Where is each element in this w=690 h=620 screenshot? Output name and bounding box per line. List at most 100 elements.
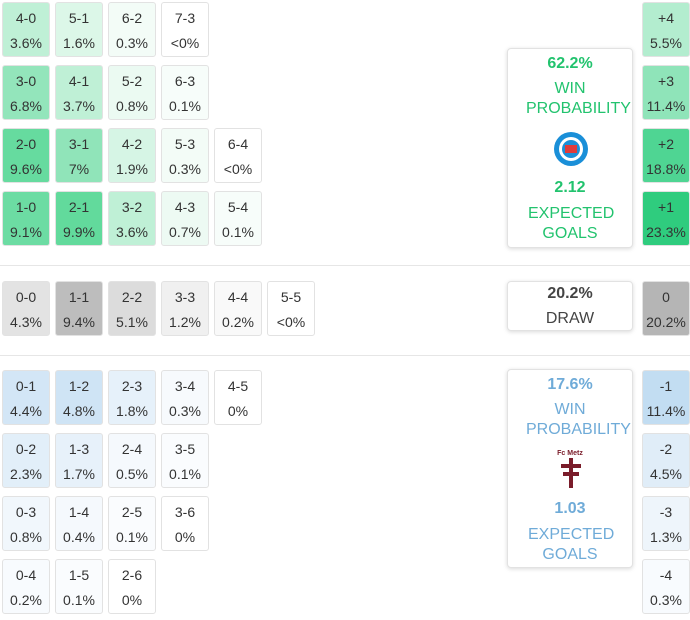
- separator: [0, 355, 690, 356]
- score-cell-text: 2-2: [121, 289, 143, 305]
- score-cell-text: 9.1%: [10, 224, 42, 240]
- diff-cell-text: 5.5%: [650, 35, 682, 51]
- win-pct: 62.2%: [547, 55, 593, 72]
- score-cell-text: 9.4%: [63, 314, 95, 330]
- diff-cell: -2 4.5%: [642, 433, 690, 488]
- score-cell: 2-3 1.8%: [108, 370, 156, 425]
- draw-card: 20.2% DRAW: [507, 281, 633, 331]
- score-cell-text: 1-0: [15, 199, 37, 215]
- score-cell-text: 0.4%: [63, 529, 95, 545]
- diff-cell: +1 23.3%: [642, 191, 690, 246]
- score-cell-text: 3-1: [68, 136, 90, 152]
- away-card: 17.6% WIN PROBABILITY Fc Metz 1.03 EXPEC…: [507, 369, 633, 568]
- score-cell: 5-2 0.8%: [108, 65, 156, 120]
- diff-cell: -1 11.4%: [642, 370, 690, 425]
- score-cell-text: 0.8%: [10, 529, 42, 545]
- score-cell-text: 2.3%: [10, 466, 42, 482]
- score-cell-text: 2-0: [15, 136, 37, 152]
- score-cell-text: 4.8%: [63, 403, 95, 419]
- xg: 2.12: [554, 179, 586, 196]
- score-cell-text: 0-1: [15, 378, 37, 394]
- logo-text: Fc Metz: [557, 450, 583, 457]
- score-cell-text: 3-2: [121, 199, 143, 215]
- score-cell-text: 3-4: [174, 378, 196, 394]
- score-cell: 6-2 0.3%: [108, 2, 156, 57]
- score-cell: 5-1 1.6%: [55, 2, 103, 57]
- score-cell-text: 0.3%: [116, 35, 148, 51]
- score-cell: 1-4 0.4%: [55, 496, 103, 551]
- score-cell: 5-3 0.3%: [161, 128, 209, 183]
- score-cell: 3-0 6.8%: [2, 65, 50, 120]
- score-cell: 0-0 4.3%: [2, 281, 50, 336]
- score-cell-text: 0.1%: [169, 466, 201, 482]
- score-cell-text: 5-3: [174, 136, 196, 152]
- win-pct: 17.6%: [547, 376, 593, 393]
- score-cell-text: 6-3: [174, 73, 196, 89]
- diff-cell-text: 0.3%: [650, 592, 682, 608]
- diff-cell-text: 4.5%: [650, 466, 682, 482]
- score-cell-text: 0-4: [15, 567, 37, 583]
- score-cell: 6-4 <0%: [214, 128, 262, 183]
- score-cell: 5-5 <0%: [267, 281, 315, 336]
- score-cell-text: 1-3: [68, 441, 90, 457]
- score-cell-text: 0.1%: [169, 98, 201, 114]
- draw-pct: 20.2%: [547, 285, 593, 302]
- score-cell: 4-5 0%: [214, 370, 262, 425]
- score-cell: 2-2 5.1%: [108, 281, 156, 336]
- score-cell-text: 9.6%: [10, 161, 42, 177]
- home-logo: [554, 132, 588, 166]
- score-cell-text: 3.6%: [10, 35, 42, 51]
- score-cell: 3-4 0.3%: [161, 370, 209, 425]
- diff-cell: 0 20.2%: [642, 281, 690, 336]
- score-cell-text: 0%: [227, 403, 249, 419]
- diff-cell-text: 0: [662, 289, 670, 305]
- score-cell: 4-1 3.7%: [55, 65, 103, 120]
- score-cell-text: 1.7%: [63, 466, 95, 482]
- score-cell-text: 0-0: [15, 289, 37, 305]
- score-cell: 2-0 9.6%: [2, 128, 50, 183]
- score-cell: 3-1 7%: [55, 128, 103, 183]
- score-cell: 4-4 0.2%: [214, 281, 262, 336]
- score-cell: 1-2 4.8%: [55, 370, 103, 425]
- score-cell: 4-0 3.6%: [2, 2, 50, 57]
- diff-cell: +4 5.5%: [642, 2, 690, 57]
- home-card: 62.2% WIN PROBABILITY 2.12 EXPECTED GOAL…: [507, 48, 633, 248]
- score-cell-text: 0.5%: [116, 466, 148, 482]
- score-cell: 1-0 9.1%: [2, 191, 50, 246]
- diff-cell-text: +4: [658, 10, 674, 26]
- score-cell-text: <0%: [170, 35, 200, 51]
- diff-cell-text: 20.2%: [646, 314, 686, 330]
- score-cell-text: 4.4%: [10, 403, 42, 419]
- separator: [0, 265, 690, 266]
- diff-cell: -3 1.3%: [642, 496, 690, 551]
- away-logo: [561, 458, 581, 488]
- score-cell-text: 0.2%: [222, 314, 254, 330]
- score-cell-text: 4-2: [121, 136, 143, 152]
- score-cell: 4-2 1.9%: [108, 128, 156, 183]
- score-cell: 5-4 0.1%: [214, 191, 262, 246]
- score-cell-text: 1-5: [68, 567, 90, 583]
- score-cell-text: 2-1: [68, 199, 90, 215]
- score-cell-text: 3-5: [174, 441, 196, 457]
- diff-cell-text: 23.3%: [646, 224, 686, 240]
- score-cell-text: 4-4: [227, 289, 249, 305]
- score-cell: 0-1 4.4%: [2, 370, 50, 425]
- diff-cell-text: 11.4%: [646, 98, 686, 114]
- diff-cell-text: 18.8%: [646, 161, 686, 177]
- score-cell-text: 5-4: [227, 199, 249, 215]
- score-cell: 4-3 0.7%: [161, 191, 209, 246]
- score-cell-text: 5-2: [121, 73, 143, 89]
- score-cell-text: 0.1%: [222, 224, 254, 240]
- score-cell-text: 0.1%: [116, 529, 148, 545]
- diff-cell: -4 0.3%: [642, 559, 690, 614]
- score-cell-text: 4-0: [15, 10, 37, 26]
- score-cell-text: 0.3%: [169, 403, 201, 419]
- score-cell: 2-5 0.1%: [108, 496, 156, 551]
- score-cell-text: 7%: [68, 161, 90, 177]
- score-cell: 3-3 1.2%: [161, 281, 209, 336]
- score-cell-text: 0.7%: [169, 224, 201, 240]
- score-cell-text: 1.9%: [116, 161, 148, 177]
- diff-cell: +2 18.8%: [642, 128, 690, 183]
- score-cell-text: 0.3%: [169, 161, 201, 177]
